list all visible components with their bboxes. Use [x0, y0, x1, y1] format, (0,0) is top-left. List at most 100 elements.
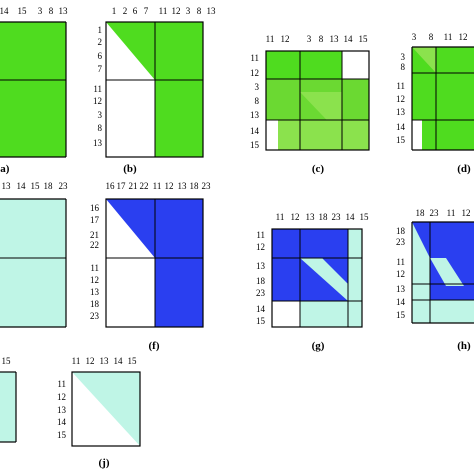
left-label-d-0: 3 — [401, 52, 406, 62]
left-label-g-0: 11 — [256, 230, 265, 240]
left-label-g-3: 18 — [256, 276, 266, 286]
left-label-f-0: 16 — [90, 203, 100, 213]
caption-h: (h) — [457, 340, 471, 352]
top-label-h-3: 12 — [462, 208, 471, 218]
top-label-a-3: 8 — [49, 6, 54, 16]
caption-b: (b) — [123, 163, 137, 175]
top-label-f-4: 11 — [153, 181, 162, 191]
panel-b-diag-block — [106, 22, 155, 80]
panel-f-block-bottom-right — [155, 258, 203, 327]
left-label-j-2: 13 — [57, 405, 67, 415]
top-label-f-2: 21 — [129, 181, 138, 191]
top-label-g-5: 14 — [346, 212, 356, 222]
top-label-a-2: 3 — [38, 6, 43, 16]
panel-c-block-top — [266, 51, 342, 79]
top-label-c-3: 8 — [319, 34, 324, 44]
top-label-b-4: 11 — [159, 6, 168, 16]
top-label-h-1: 23 — [430, 208, 440, 218]
top-label-f-1: 17 — [117, 181, 127, 191]
panel-h-mint-left — [412, 300, 430, 323]
left-label-f-1: 17 — [90, 215, 100, 225]
panel-g-empty-bottom-left — [272, 301, 300, 327]
top-label-c-0: 11 — [266, 34, 275, 44]
left-label-b-3: 7 — [98, 64, 103, 74]
panel-d-diag-shade — [412, 47, 436, 73]
top-label-e-3: 18 — [44, 181, 54, 191]
left-label-h-4: 13 — [396, 284, 406, 294]
top-label-j-4: 15 — [128, 356, 138, 366]
panel-e-block — [0, 199, 66, 327]
left-label-h-6: 15 — [396, 310, 406, 320]
left-label-f-8: 23 — [90, 311, 100, 321]
top-label-j-2: 13 — [100, 356, 110, 366]
left-label-g-6: 15 — [256, 316, 266, 326]
top-label-c-6: 15 — [359, 34, 369, 44]
left-label-b-5: 12 — [93, 96, 102, 106]
top-label-c-2: 3 — [307, 34, 312, 44]
panel-g-frame — [271, 228, 363, 328]
panel-j-lower-triangle — [72, 372, 140, 446]
left-label-g-5: 14 — [256, 304, 266, 314]
panel-b-block-top-right — [155, 22, 203, 80]
left-label-b-2: 6 — [98, 51, 103, 61]
top-label-h-2: 11 — [447, 208, 456, 218]
panel-c-frame — [265, 50, 370, 151]
left-label-h-0: 18 — [396, 226, 406, 236]
left-label-h-2: 11 — [396, 257, 405, 267]
top-label-d-3: 12 — [459, 32, 468, 42]
top-label-d-0: 3 — [412, 32, 417, 42]
top-label-f-0: 16 — [106, 181, 116, 191]
top-label-g-4: 23 — [332, 212, 342, 222]
top-label-e-1: 14 — [17, 181, 27, 191]
top-label-c-5: 14 — [344, 34, 354, 44]
panel-f-diag-block — [106, 199, 155, 258]
top-label-b-6: 3 — [186, 6, 191, 16]
top-label-b-8: 13 — [207, 6, 217, 16]
top-label-a-0: 14 — [0, 6, 9, 16]
panel-g-diag-gap — [300, 258, 348, 301]
top-label-e-4: 23 — [59, 181, 69, 191]
top-label-g-0: 11 — [276, 212, 285, 222]
left-label-c-0: 11 — [250, 53, 259, 63]
left-label-d-5: 14 — [396, 122, 406, 132]
top-label-c-4: 13 — [330, 34, 340, 44]
top-label-f-5: 12 — [165, 181, 174, 191]
left-label-h-3: 12 — [396, 269, 405, 279]
top-label-g-2: 13 — [306, 212, 316, 222]
top-label-j-3: 14 — [114, 356, 124, 366]
top-label-g-6: 15 — [360, 212, 370, 222]
grid-line-layer — [0, 21, 474, 447]
top-label-b-1: 2 — [123, 6, 128, 16]
top-label-f-7: 18 — [190, 181, 200, 191]
left-label-h-5: 14 — [396, 297, 406, 307]
caption-d: (d) — [457, 163, 471, 175]
left-label-d-1: 8 — [401, 62, 406, 72]
left-label-h-1: 23 — [396, 237, 406, 247]
top-label-a-4: 13 — [59, 6, 69, 16]
left-label-j-4: 15 — [57, 430, 67, 440]
top-label-g-1: 12 — [291, 212, 300, 222]
left-label-d-4: 13 — [396, 107, 406, 117]
panel-f-block-top-right — [155, 199, 203, 258]
left-label-c-2: 3 — [255, 82, 260, 92]
panel-i-block — [0, 372, 16, 442]
left-label-b-0: 1 — [98, 25, 103, 35]
left-label-f-7: 18 — [90, 299, 100, 309]
top-label-b-2: 6 — [133, 6, 138, 16]
left-label-f-4: 11 — [90, 263, 99, 273]
panel-h-diag-gap — [430, 258, 464, 286]
top-label-b-0: 1 — [112, 6, 117, 16]
panel-h-diag-block — [412, 222, 430, 258]
panel-b-block-bottom-right — [155, 80, 203, 157]
left-label-c-4: 13 — [250, 110, 260, 120]
top-label-j-1: 12 — [86, 356, 95, 366]
left-label-b-6: 3 — [98, 110, 103, 120]
left-label-c-5: 14 — [250, 126, 260, 136]
top-label-e-2: 15 — [31, 181, 41, 191]
left-label-j-3: 14 — [57, 417, 67, 427]
left-label-f-3: 22 — [90, 240, 99, 250]
top-label-f-8: 23 — [202, 181, 212, 191]
caption-j: (j) — [99, 457, 110, 469]
